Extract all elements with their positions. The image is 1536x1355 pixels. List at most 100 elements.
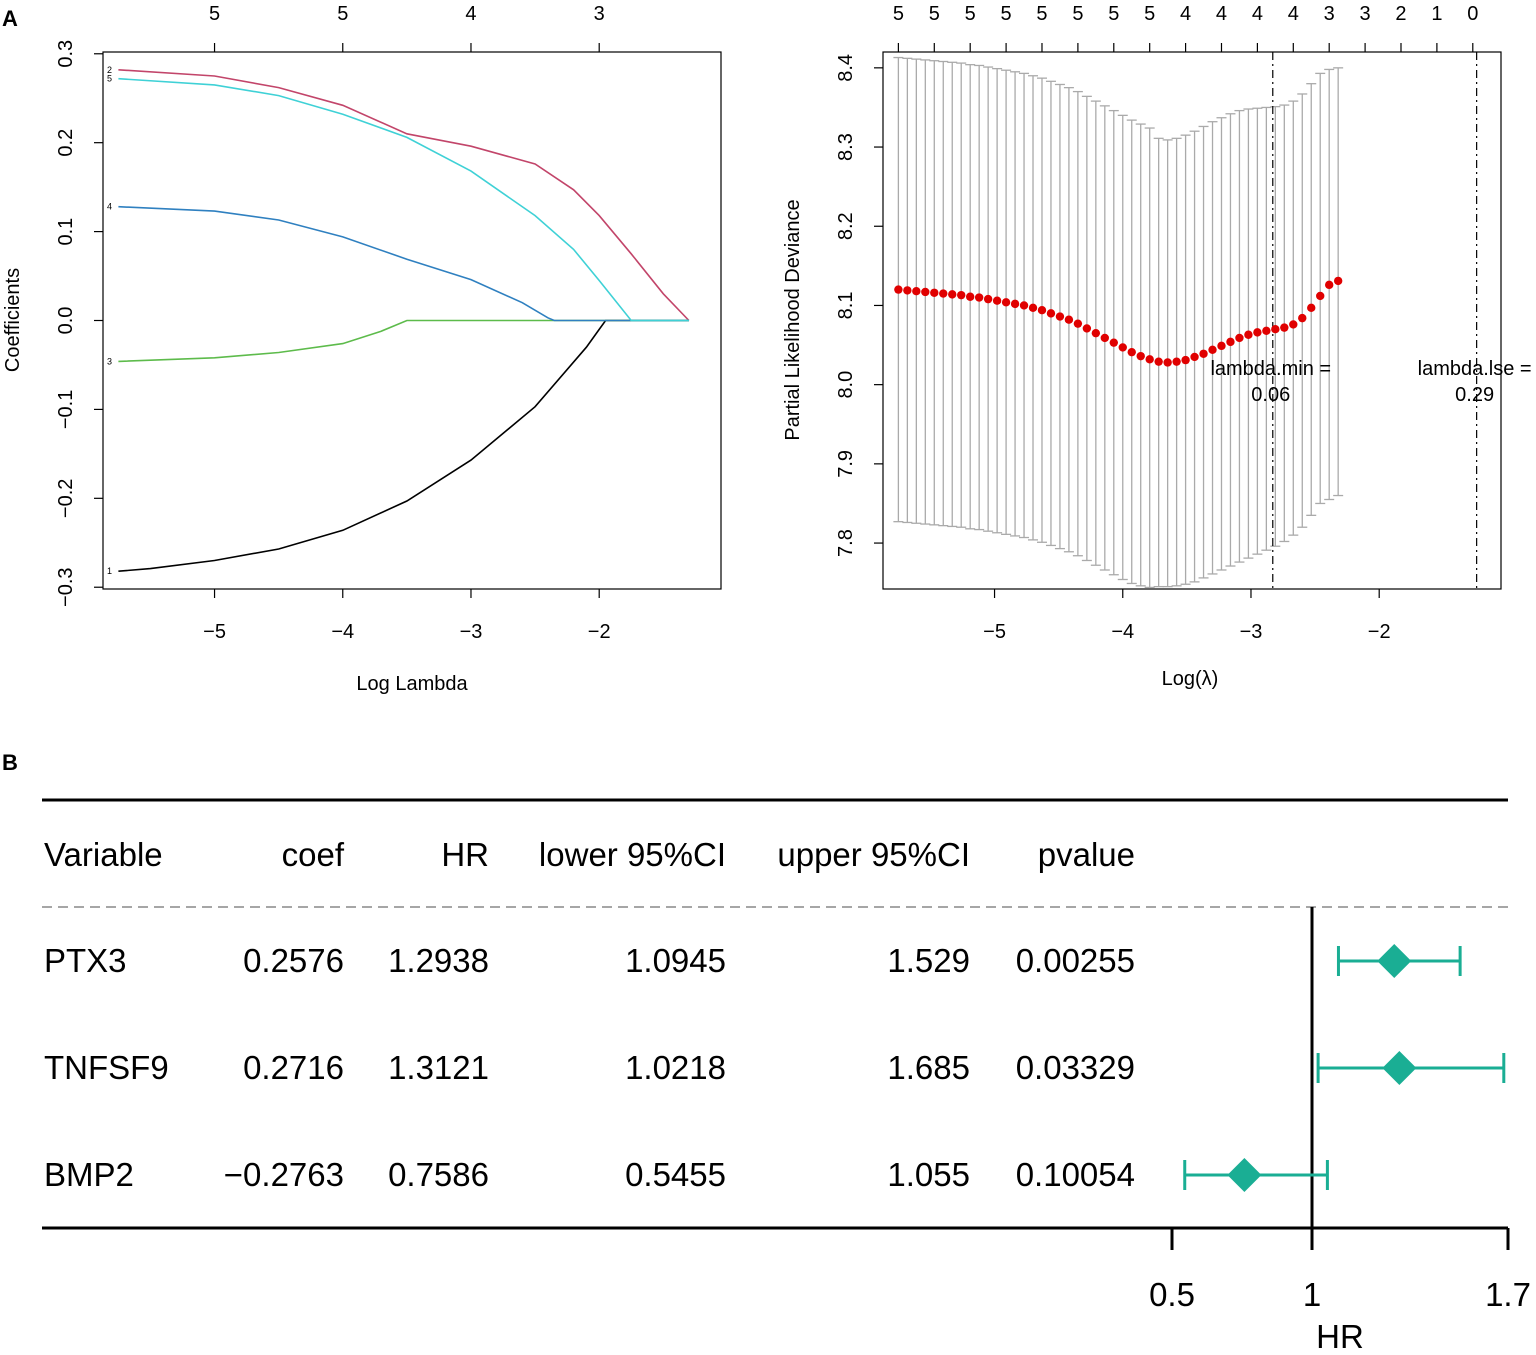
top-tick-label: 5	[1108, 3, 1119, 25]
cell-upper-ci: 1.685	[887, 1049, 970, 1086]
cv-x-axis-title: Log(λ)	[1162, 668, 1219, 690]
cv-point	[1118, 343, 1127, 352]
cv-y-axis-title: Partial Likelihood Deviance	[782, 199, 804, 440]
coef-y-axis-title: Coefficients	[2, 268, 24, 372]
top-tick-label: 5	[1001, 3, 1012, 25]
cv-point	[1253, 328, 1262, 337]
cv-point	[1091, 328, 1101, 338]
hr-tick-label: 1.7	[1485, 1276, 1531, 1313]
top-tick-label: 3	[1360, 3, 1371, 25]
cv-point	[939, 289, 948, 298]
y-tick-label: 0.3	[55, 40, 77, 68]
y-tick-label: 7.8	[835, 529, 857, 557]
cv-point	[1109, 338, 1118, 347]
top-tick-label: 5	[1072, 3, 1083, 25]
cv-point	[1028, 303, 1038, 313]
cv-point	[1190, 352, 1199, 362]
cv-point	[1172, 357, 1181, 366]
y-tick-label: −0.2	[55, 479, 77, 518]
forest-x-axis-title: HR	[1316, 1318, 1364, 1355]
cv-deviance-chart: −5 −4 −3 −2 7.8 7.9 8.0 8.1 8.2 8.3 8.4 5 5 5 5 5 5 5 5 4…	[782, 3, 1532, 690]
cell-upper-ci: 1.529	[887, 942, 970, 979]
hr-diamond	[1377, 944, 1412, 978]
cv-point	[1019, 301, 1029, 310]
hr-diamond	[1382, 1051, 1417, 1085]
cv-point	[1127, 347, 1136, 357]
cv-point	[1217, 341, 1226, 351]
cell-hr: 0.7586	[388, 1156, 489, 1193]
cv-point	[912, 286, 921, 296]
y-tick-label: 0.0	[55, 307, 77, 335]
y-tick-label: −0.1	[55, 390, 77, 429]
cv-point	[1073, 319, 1083, 328]
cv-point	[974, 293, 984, 302]
coef-series-group: 1 2 3 4 5	[107, 65, 690, 576]
coef-line-label: 4	[107, 202, 112, 212]
cell-lower-ci: 1.0945	[625, 942, 726, 979]
cv-point	[1001, 298, 1011, 307]
y-tick-label: 7.9	[835, 450, 857, 478]
top-tick-label: 5	[929, 3, 940, 25]
coefficient-path-chart: −5 −4 −3 −2 −0.3 −0.2 −0.1 0.0 0.1 0.2 0.3 5 5 4 3 1…	[2, 3, 722, 695]
cell-variable: TNFSF9	[44, 1049, 169, 1086]
forest-marks-group	[1183, 907, 1506, 1228]
y-tick-label: 8.0	[835, 371, 857, 399]
cv-lambda-lines: lambda.min = 0.06 lambda.lse = 0.29	[1210, 52, 1532, 589]
cell-upper-ci: 1.055	[887, 1156, 970, 1193]
cv-point	[1333, 276, 1343, 286]
cell-pvalue: 0.03329	[1016, 1049, 1135, 1086]
cell-lower-ci: 0.5455	[625, 1156, 726, 1193]
cv-point	[1271, 325, 1280, 334]
top-tick-label: 5	[337, 3, 348, 25]
coef-line-4	[118, 205, 689, 322]
cell-pvalue: 0.10054	[1016, 1156, 1135, 1193]
col-header-coef: coef	[282, 836, 345, 873]
coef-line-label: 3	[107, 356, 112, 366]
panel-label-a: A	[2, 6, 18, 31]
cv-point	[1324, 280, 1334, 290]
cv-point	[948, 290, 957, 299]
cv-point	[1226, 337, 1235, 347]
cell-coef: −0.2763	[224, 1156, 344, 1193]
lambda-label: lambda.lse =	[1418, 358, 1532, 380]
table-row: PTX3 0.2576 1.2938 1.0945 1.529 0.00255	[44, 942, 1135, 979]
cv-point	[957, 290, 966, 300]
col-header-hr: HR	[441, 836, 489, 873]
cv-errorbar-group	[893, 56, 1344, 589]
x-tick-label: −5	[203, 621, 226, 643]
cv-top-axis: 5 5 5 5 5 5 5 5 4 4 4 4 3 3 2 1 0	[893, 3, 1478, 52]
cv-point	[1037, 306, 1047, 315]
y-tick-label: 0.2	[55, 129, 77, 157]
cv-point	[1010, 299, 1020, 309]
hr-tick-label: 1	[1303, 1276, 1321, 1313]
x-tick-label: −4	[331, 621, 354, 643]
cv-point	[1280, 323, 1289, 332]
cv-plot-frame	[882, 51, 1502, 590]
cv-point	[903, 286, 912, 295]
coef-top-axis: 5 5 4 3	[209, 3, 605, 52]
coef-x-axis: −5 −4 −3 −2	[203, 589, 611, 643]
top-tick-label: 4	[465, 3, 476, 25]
cv-point	[1136, 351, 1145, 361]
cv-point	[965, 292, 975, 301]
table-header-row: Variable coef HR lower 95%CI upper 95%CI…	[44, 836, 1135, 873]
y-tick-label: 8.1	[835, 292, 857, 320]
coef-line-label: 5	[107, 74, 112, 84]
cell-pvalue: 0.00255	[1016, 942, 1135, 979]
cell-coef: 0.2576	[243, 942, 344, 979]
forest-plot-table: Variable coef HR lower 95%CI upper 95%CI…	[42, 798, 1531, 1355]
cv-point	[1046, 309, 1056, 318]
top-tick-label: 5	[209, 3, 220, 25]
y-tick-label: −0.3	[55, 567, 77, 606]
cv-point	[1199, 349, 1208, 358]
y-tick-label: 8.4	[835, 54, 857, 82]
x-tick-label: −4	[1111, 621, 1134, 643]
top-tick-label: 0	[1467, 3, 1478, 25]
coef-y-axis: −0.3 −0.2 −0.1 0.0 0.1 0.2 0.3	[55, 40, 103, 607]
cv-point	[1289, 320, 1298, 329]
top-tick-label: 3	[1324, 3, 1335, 25]
top-tick-label: 5	[1144, 3, 1155, 25]
top-tick-label: 2	[1395, 3, 1406, 25]
cell-hr: 1.2938	[388, 942, 489, 979]
